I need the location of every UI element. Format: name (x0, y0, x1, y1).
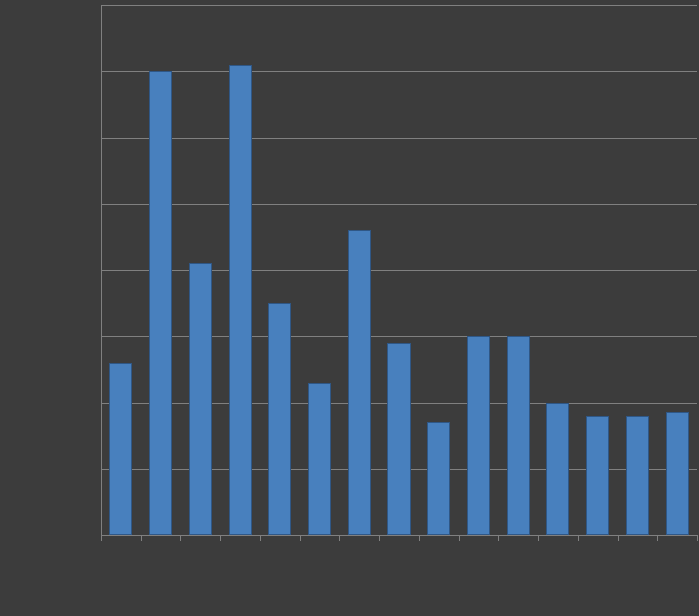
bar (109, 363, 132, 535)
bar (149, 71, 172, 535)
x-tick (379, 535, 380, 541)
x-tick (657, 535, 658, 541)
x-tick (300, 535, 301, 541)
x-tick (538, 535, 539, 541)
bar (387, 343, 410, 535)
bar (546, 403, 569, 536)
x-tick (220, 535, 221, 541)
bar (268, 303, 291, 535)
bar (189, 263, 212, 535)
bar (586, 416, 609, 535)
x-tick (459, 535, 460, 541)
plot-area (101, 5, 697, 535)
x-tick (141, 535, 142, 541)
x-tick (180, 535, 181, 541)
x-tick (419, 535, 420, 541)
gridline (101, 535, 697, 536)
bar (427, 422, 450, 535)
bar (666, 412, 689, 535)
x-tick (101, 535, 102, 541)
bar (626, 416, 649, 535)
bar (507, 336, 530, 535)
x-tick (578, 535, 579, 541)
x-tick (339, 535, 340, 541)
gridline (101, 5, 697, 6)
bar-chart (0, 0, 699, 616)
gridline (101, 204, 697, 205)
gridline (101, 71, 697, 72)
bar (467, 336, 490, 535)
bar (308, 383, 331, 535)
y-axis-line (101, 5, 102, 535)
x-tick (260, 535, 261, 541)
bar (229, 65, 252, 535)
x-tick (498, 535, 499, 541)
x-tick (697, 535, 698, 541)
x-tick (618, 535, 619, 541)
bar (348, 230, 371, 535)
gridline (101, 138, 697, 139)
